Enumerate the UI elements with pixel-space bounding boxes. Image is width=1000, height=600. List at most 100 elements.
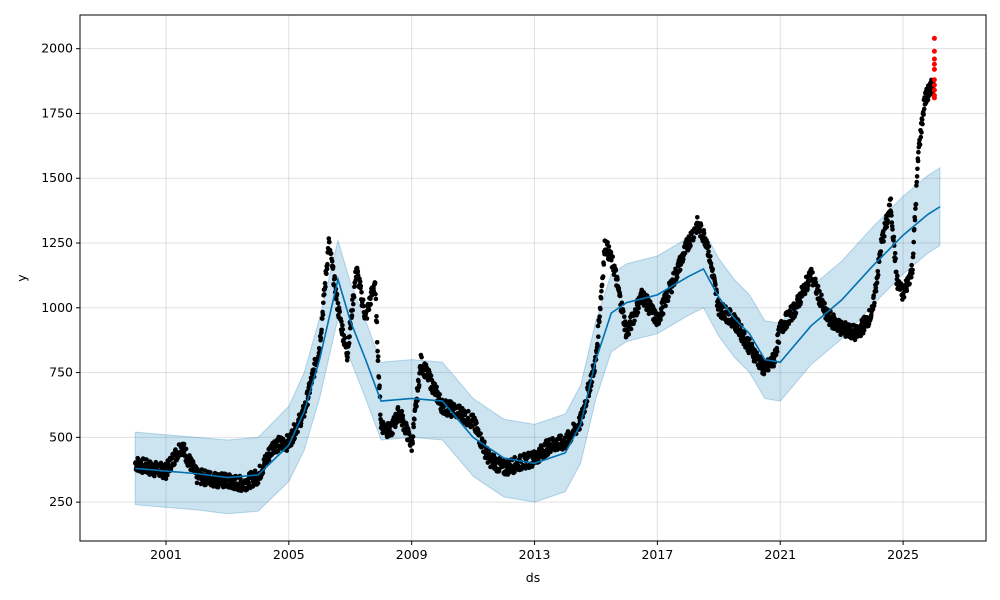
observed-point [798,299,803,305]
observed-point [400,413,406,419]
observed-point [878,249,884,254]
observed-point [913,206,918,211]
observed-point [600,274,606,279]
x-tick-label: 2005 [273,547,305,562]
x-tick-label: 2001 [150,547,182,562]
y-tick-label: 1250 [41,235,73,250]
observed-point [621,309,626,314]
observed-point [434,384,439,390]
observed-point [632,318,637,324]
observed-point [921,106,927,112]
observed-point [517,453,523,458]
observed-point [635,310,641,315]
y-tick-label: 750 [49,365,73,380]
plot-frame [79,14,987,542]
y-axis-ticks: 250 500 750 1000 1250 1500 1750 2000 [41,41,80,509]
observed-point [901,294,907,300]
y-tick-label: 1750 [41,105,73,120]
observed-point [774,349,780,354]
observed-point [681,256,686,262]
observed-point [345,350,351,356]
observed-point [912,226,917,232]
observed-point [324,266,330,272]
observed-point [375,354,381,359]
observed-point [597,314,602,319]
observed-point [322,292,327,297]
observed-point [597,319,602,325]
observed-point [869,312,874,318]
observed-point [163,476,169,482]
observed-point [749,341,755,347]
observed-point [873,285,879,291]
observed-point [910,267,915,273]
observed-point [183,446,189,452]
observed-point [874,280,880,285]
observed-point [875,269,881,274]
highlighted-point [931,66,937,72]
observed-point [915,158,921,164]
observed-point [366,307,372,313]
observed-point [410,441,416,446]
observed-point [165,472,170,478]
observed-point [691,235,697,240]
observed-point [321,300,326,306]
observed-point [626,332,631,337]
observed-point [705,240,710,246]
observed-point [598,296,604,301]
observed-point [419,354,424,360]
observed-point [359,290,364,295]
observed-point [636,305,641,311]
observed-point [875,272,881,278]
observed-point [326,236,332,241]
observed-point [843,320,848,325]
highlighted-point [931,95,937,101]
observed-point [377,383,382,389]
observed-point [349,313,355,318]
observed-point [335,300,341,306]
observed-point [914,183,919,188]
observed-point [152,473,157,479]
observed-point [622,314,627,320]
highlighted-point [931,77,937,83]
observed-point [144,457,149,462]
observed-point [833,317,838,323]
observed-point [466,408,471,414]
observed-point [339,319,344,324]
observed-point [378,412,383,418]
observed-point [327,239,332,245]
observed-point [521,463,526,468]
observed-point [695,215,700,220]
uncertainty-band [134,166,941,515]
observed-point [324,271,329,277]
observed-point [475,427,481,433]
observed-point [181,441,187,447]
observed-point [893,256,898,261]
observed-point [172,461,177,467]
observed-point [817,288,822,294]
observed-point [870,307,876,312]
observed-point [915,166,920,172]
observed-point [918,134,924,140]
observed-point [822,301,827,306]
observed-point [266,457,272,463]
observed-point [368,301,374,307]
observed-point [658,317,663,323]
uncertainty-band-layer [134,166,941,515]
observed-point [416,383,422,388]
observed-point [352,284,357,290]
observed-point [411,424,417,430]
observed-point [374,319,380,325]
observed-point [361,303,366,309]
observed-point [428,373,434,379]
observed-point [375,348,380,354]
observed-point [890,227,895,232]
observed-point [474,420,479,426]
x-tick-label: 2021 [764,547,796,562]
observed-point [596,334,601,340]
observed-point [437,392,443,397]
observed-point [318,335,324,341]
observed-point [284,448,290,453]
observed-point [542,442,548,447]
